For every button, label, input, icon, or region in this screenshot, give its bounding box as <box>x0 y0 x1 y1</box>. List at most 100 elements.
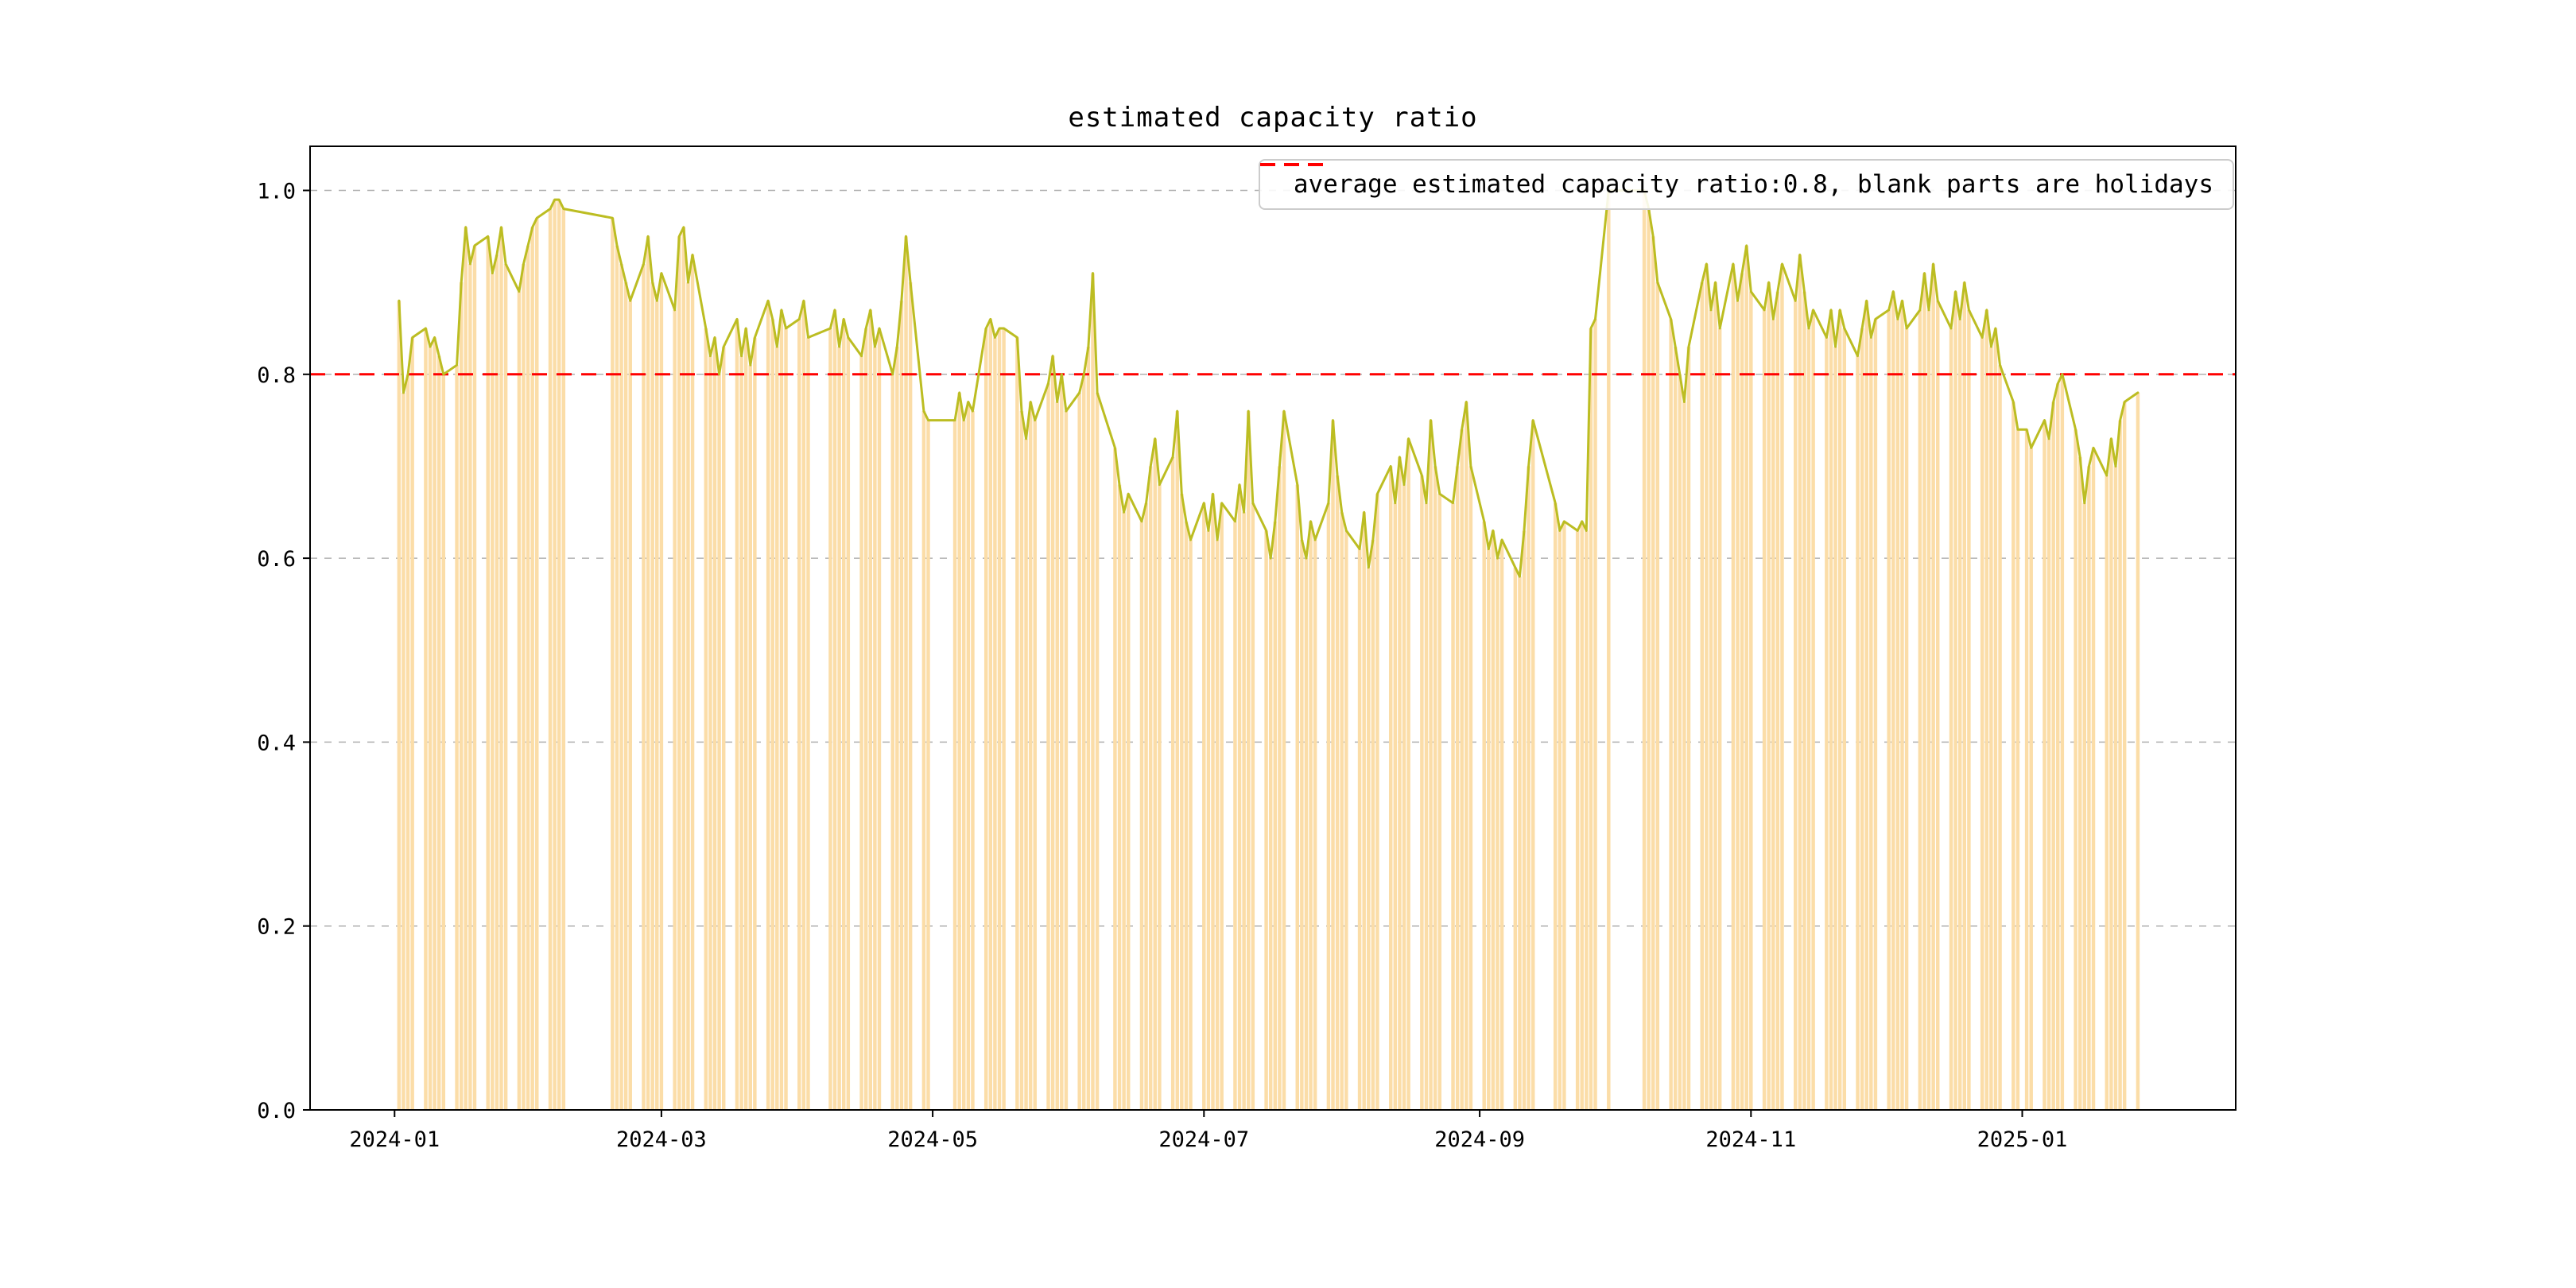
capacity-bar <box>1873 319 1878 1110</box>
capacity-bar <box>837 347 841 1110</box>
capacity-bar <box>397 301 402 1110</box>
capacity-bar <box>1055 402 1059 1110</box>
capacity-bar <box>1300 539 1304 1110</box>
capacity-bar <box>859 355 863 1110</box>
capacity-bar <box>659 273 664 1111</box>
x-tick-label: 2024-09 <box>1434 1127 1525 1152</box>
capacity-bar <box>1936 301 1940 1110</box>
capacity-bar <box>1424 502 1429 1110</box>
capacity-bar <box>522 264 526 1110</box>
capacity-bar <box>2087 466 2091 1110</box>
capacity-bar <box>1153 438 1157 1110</box>
capacity-bar <box>1242 512 1246 1110</box>
capacity-bar <box>1499 539 1504 1110</box>
capacity-bar <box>1335 475 1340 1110</box>
capacity-bar <box>1028 402 1033 1110</box>
capacity-bar <box>2015 429 2020 1110</box>
capacity-bar <box>832 309 837 1111</box>
capacity-bar <box>1989 347 1993 1110</box>
capacity-bar <box>971 411 975 1110</box>
x-tick-label: 2024-07 <box>1158 1127 1249 1152</box>
y-tick-label: 0.8 <box>257 363 296 388</box>
capacity-bar <box>1046 383 1050 1110</box>
chart-title: estimated capacity ratio <box>1068 102 1478 134</box>
capacity-bar <box>1295 484 1299 1110</box>
capacity-bar <box>1647 208 1651 1110</box>
y-tick-label: 0.0 <box>257 1099 296 1123</box>
capacity-bar <box>753 337 757 1110</box>
capacity-bar <box>1468 466 1473 1110</box>
capacity-bar <box>1767 282 1771 1110</box>
capacity-bar <box>1126 494 1131 1110</box>
capacity-bar <box>1086 347 1091 1110</box>
capacity-bar <box>2024 429 2029 1110</box>
capacity-bar <box>1806 328 1811 1111</box>
y-tick-label: 0.6 <box>257 547 296 572</box>
capacity-bar <box>1811 309 1815 1111</box>
capacity-bar <box>1527 466 1530 1110</box>
capacity-bar <box>1580 521 1584 1110</box>
capacity-bar <box>1019 411 1024 1110</box>
capacity-bar <box>1744 245 1748 1110</box>
capacity-bar <box>1144 502 1148 1110</box>
capacity-bar <box>1651 236 1655 1111</box>
capacity-bar <box>775 347 779 1110</box>
capacity-bar <box>983 328 988 1111</box>
capacity-bar <box>650 282 654 1110</box>
capacity-bar <box>841 319 846 1110</box>
capacity-bar <box>1050 355 1055 1110</box>
capacity-bar <box>846 337 851 1110</box>
capacity-bar <box>1460 429 1464 1110</box>
capacity-bar <box>1518 576 1522 1110</box>
capacity-bar <box>1949 328 1953 1111</box>
capacity-bar <box>1024 438 1028 1110</box>
capacity-bar <box>1686 347 1691 1110</box>
capacity-bar <box>1593 319 1597 1110</box>
capacity-bar <box>779 309 784 1111</box>
capacity-bar <box>1082 374 1086 1110</box>
capacity-bar <box>735 319 739 1110</box>
capacity-bar <box>677 236 681 1111</box>
capacity-bar <box>1957 319 1962 1110</box>
capacity-bar <box>495 254 499 1111</box>
capacity-bar <box>1175 411 1179 1110</box>
capacity-bar <box>926 420 930 1110</box>
capacity-bar <box>1860 328 1864 1111</box>
capacity-bar <box>1268 558 1273 1110</box>
capacity-bar <box>1326 502 1331 1110</box>
capacity-bar <box>2043 420 2046 1110</box>
capacity-bar <box>2074 429 2077 1110</box>
legend-label: average estimated capacity ratio:0.8, bl… <box>1293 170 2213 199</box>
capacity-bar <box>1953 291 1957 1111</box>
capacity-bar <box>2029 448 2033 1110</box>
capacity-bar <box>1247 411 1251 1110</box>
capacity-bar <box>686 282 690 1110</box>
capacity-bar <box>1491 530 1496 1110</box>
capacity-bar <box>1607 190 1611 1110</box>
capacity-bar <box>1117 484 1122 1110</box>
capacity-bar <box>1015 337 1019 1110</box>
capacity-bar <box>1717 328 1722 1111</box>
capacity-bar <box>436 355 441 1110</box>
capacity-bar <box>1309 521 1313 1110</box>
capacity-bar <box>1740 273 1744 1111</box>
capacity-bar <box>1465 402 1468 1110</box>
capacity-bar <box>2077 456 2082 1110</box>
capacity-bar <box>873 347 877 1110</box>
capacity-bar <box>1113 448 1117 1110</box>
capacity-bar <box>1002 328 1006 1111</box>
capacity-bar <box>2012 402 2015 1110</box>
capacity-bar <box>1522 530 1527 1110</box>
capacity-bar <box>1864 301 1868 1110</box>
x-tick-label: 2024-03 <box>616 1127 707 1152</box>
capacity-bar <box>1278 466 1282 1110</box>
capacity-bar <box>1233 521 1237 1110</box>
plot-area <box>310 146 2236 1110</box>
capacity-bar <box>1775 291 1780 1111</box>
capacity-bar <box>1371 539 1375 1110</box>
capacity-bar <box>2056 383 2060 1110</box>
capacity-bar <box>1189 539 1193 1110</box>
capacity-bar <box>1678 374 1682 1110</box>
capacity-bar <box>1215 539 1220 1110</box>
capacity-bar <box>1562 521 1566 1110</box>
